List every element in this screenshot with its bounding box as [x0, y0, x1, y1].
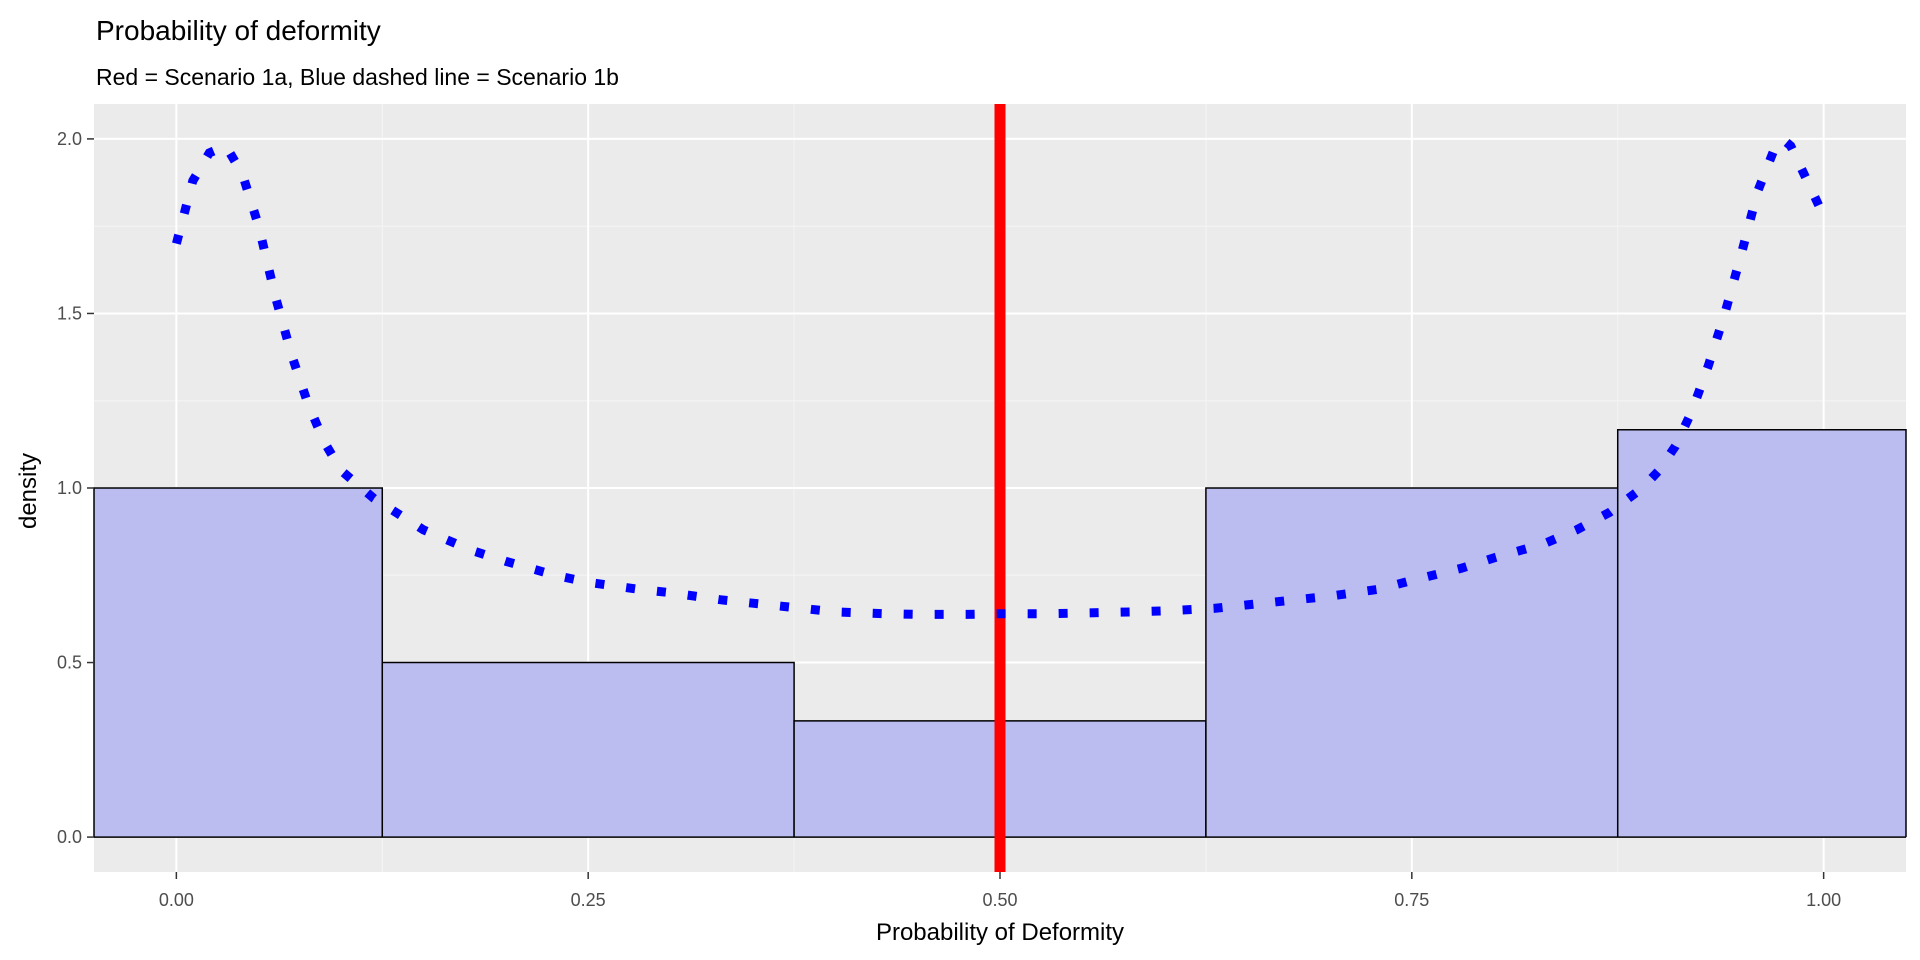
histogram-bar-outline — [1616, 428, 1907, 838]
y-tick-label: 2.0 — [57, 129, 82, 149]
histogram-bar — [1205, 488, 1618, 838]
histogram-bar — [94, 488, 383, 838]
y-tick-label: 1.0 — [57, 478, 82, 498]
chart-subtitle: Red = Scenario 1a, Blue dashed line = Sc… — [96, 64, 619, 90]
y-tick-label: 1.5 — [57, 303, 82, 323]
histogram-bar — [1617, 429, 1906, 838]
x-tick-label: 0.00 — [159, 890, 194, 910]
x-tick-label: 0.50 — [982, 890, 1017, 910]
y-tick-label: 0.0 — [57, 827, 82, 847]
y-axis-title: density — [15, 453, 42, 529]
y-tick-label: 0.5 — [57, 653, 82, 673]
y-axis-ticks: 0.0 0.5 1.0 1.5 2.0 — [57, 129, 94, 847]
x-tick-label: 1.00 — [1806, 890, 1841, 910]
x-tick-label: 0.25 — [571, 890, 606, 910]
chart-title: Probability of deformity — [96, 15, 381, 46]
x-axis-title: Probability of Deformity — [876, 919, 1124, 946]
x-tick-label: 0.75 — [1394, 890, 1429, 910]
histogram-bar — [382, 662, 795, 838]
histogram-bars — [93, 428, 1907, 838]
x-axis-ticks: 0.00 0.25 0.50 0.75 1.00 — [159, 872, 1841, 910]
